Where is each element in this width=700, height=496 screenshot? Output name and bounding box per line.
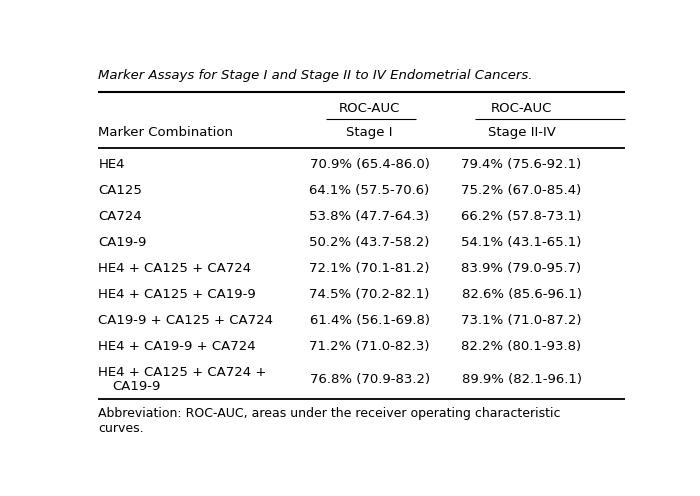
Text: 61.4% (56.1-69.8): 61.4% (56.1-69.8) [309, 314, 430, 327]
Text: 75.2% (67.0-85.4): 75.2% (67.0-85.4) [461, 184, 582, 197]
Text: ROC-AUC: ROC-AUC [339, 102, 400, 115]
Text: 73.1% (71.0-87.2): 73.1% (71.0-87.2) [461, 314, 582, 327]
Text: 66.2% (57.8-73.1): 66.2% (57.8-73.1) [461, 210, 582, 223]
Text: CA125: CA125 [98, 184, 142, 197]
Text: HE4 + CA125 + CA724 +: HE4 + CA125 + CA724 + [98, 366, 267, 379]
Text: HE4 + CA19-9 + CA724: HE4 + CA19-9 + CA724 [98, 340, 256, 353]
Text: 70.9% (65.4-86.0): 70.9% (65.4-86.0) [309, 158, 430, 171]
Text: CA19-9: CA19-9 [98, 236, 147, 249]
Text: 54.1% (43.1-65.1): 54.1% (43.1-65.1) [461, 236, 582, 249]
Text: 50.2% (43.7-58.2): 50.2% (43.7-58.2) [309, 236, 430, 249]
Text: HE4 + CA125 + CA724: HE4 + CA125 + CA724 [98, 262, 251, 275]
Text: CA19-9: CA19-9 [112, 380, 160, 393]
Text: ROC-AUC: ROC-AUC [491, 102, 552, 115]
Text: Abbreviation: ROC-AUC, areas under the receiver operating characteristic
curves.: Abbreviation: ROC-AUC, areas under the r… [98, 407, 561, 435]
Text: 71.2% (71.0-82.3): 71.2% (71.0-82.3) [309, 340, 430, 353]
Text: 82.6% (85.6-96.1): 82.6% (85.6-96.1) [461, 288, 582, 301]
Text: HE4 + CA125 + CA19-9: HE4 + CA125 + CA19-9 [98, 288, 256, 301]
Text: Stage I: Stage I [346, 126, 393, 139]
Text: 82.2% (80.1-93.8): 82.2% (80.1-93.8) [461, 340, 582, 353]
Text: CA724: CA724 [98, 210, 142, 223]
Text: 79.4% (75.6-92.1): 79.4% (75.6-92.1) [461, 158, 582, 171]
Text: Stage II-IV: Stage II-IV [488, 126, 555, 139]
Text: Marker Assays for Stage I and Stage II to IV Endometrial Cancers.: Marker Assays for Stage I and Stage II t… [98, 69, 533, 82]
Text: 89.9% (82.1-96.1): 89.9% (82.1-96.1) [461, 373, 582, 386]
Text: 53.8% (47.7-64.3): 53.8% (47.7-64.3) [309, 210, 430, 223]
Text: HE4: HE4 [98, 158, 125, 171]
Text: 74.5% (70.2-82.1): 74.5% (70.2-82.1) [309, 288, 430, 301]
Text: 64.1% (57.5-70.6): 64.1% (57.5-70.6) [309, 184, 430, 197]
Text: Marker Combination: Marker Combination [98, 126, 233, 139]
Text: 83.9% (79.0-95.7): 83.9% (79.0-95.7) [461, 262, 582, 275]
Text: CA19-9 + CA125 + CA724: CA19-9 + CA125 + CA724 [98, 314, 273, 327]
Text: 72.1% (70.1-81.2): 72.1% (70.1-81.2) [309, 262, 430, 275]
Text: 76.8% (70.9-83.2): 76.8% (70.9-83.2) [309, 373, 430, 386]
